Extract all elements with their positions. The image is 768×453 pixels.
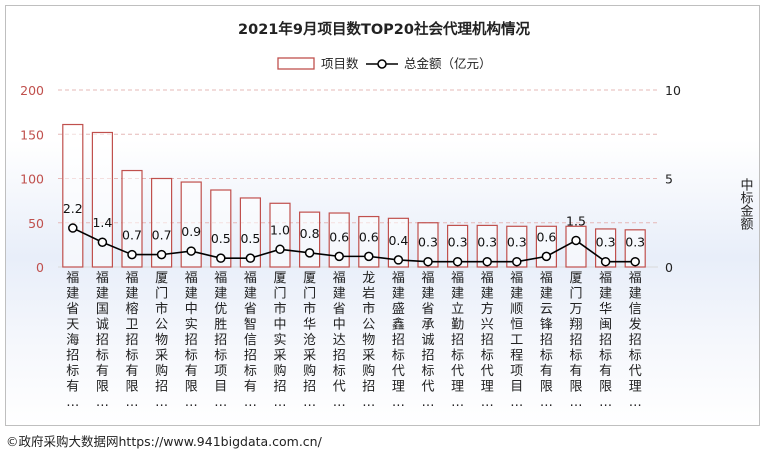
right-axis-title: 中标金额 <box>738 178 754 231</box>
data-label: 0.3 <box>625 235 645 250</box>
x-tick-label: 厦门万翔招标有限… <box>569 271 582 410</box>
data-label: 1.0 <box>270 222 290 237</box>
line-point <box>245 253 256 263</box>
bar <box>121 169 143 268</box>
bar <box>565 225 587 268</box>
bar-series <box>62 123 646 268</box>
line-point <box>630 256 640 267</box>
data-label: 0.3 <box>448 235 468 250</box>
bar <box>506 225 528 268</box>
bar <box>387 217 409 268</box>
left-axis-tick-label: 100 <box>20 172 44 187</box>
line-point <box>452 256 463 267</box>
bar <box>447 224 469 268</box>
line-point <box>186 246 196 256</box>
line-series: 2.2 1.4 0.7 0.7 0.9 0.5 0.5 1.0 0.8 0.6 0.6 0.4 0.3 0… <box>63 201 645 267</box>
line-point <box>216 253 226 263</box>
data-label: 0.9 <box>181 224 201 239</box>
line-point <box>482 256 492 267</box>
line-point <box>393 255 404 265</box>
x-axis-labels: 福建省天海招标有… 福建国诚招标有限… 福建榕卫招标有限… 厦门市公物采购招… 福建中实… <box>66 271 641 410</box>
data-label: 0.6 <box>329 229 349 244</box>
series-line <box>72 227 636 263</box>
line-point <box>334 251 344 262</box>
bar <box>91 131 114 268</box>
left-axis-tick-label: 200 <box>20 83 44 98</box>
x-tick-label: 福建省天海招标有… <box>66 271 79 410</box>
x-tick-label: 福建盛鑫招标代理… <box>392 271 405 410</box>
data-label: 0.3 <box>596 235 616 250</box>
data-label: 0.7 <box>152 228 172 243</box>
bar <box>417 222 439 268</box>
legend: 项目数 总金额（亿元） <box>277 56 492 71</box>
x-tick-label: 福建云锋招标有限… <box>540 271 553 410</box>
legend-bar-label: 项目数 <box>321 56 359 71</box>
line-point <box>304 248 315 258</box>
bar <box>239 197 261 268</box>
left-axis-tick-label: 50 <box>28 216 44 231</box>
data-label: 0.5 <box>240 231 260 246</box>
line-point <box>571 235 581 246</box>
x-tick-label: 福建立勤招标代理… <box>451 271 464 410</box>
data-label: 0.6 <box>536 229 556 244</box>
bar <box>151 177 173 268</box>
data-label: 1.4 <box>92 215 112 230</box>
footer-credit: ©政府采购大数据网https://www.941bigdata.com.cn/ <box>6 434 322 449</box>
data-label: 0.5 <box>211 231 231 246</box>
line-point <box>97 237 108 247</box>
line-point <box>156 249 167 260</box>
x-tick-label: 福建华闽招标有限… <box>599 271 612 410</box>
x-tick-label: 福建省中达招标代… <box>333 271 346 410</box>
data-label: 0.3 <box>418 235 438 250</box>
line-point <box>512 256 522 267</box>
x-tick-label: 福建方兴招标代理… <box>481 271 494 410</box>
data-label: 0.4 <box>388 233 408 248</box>
data-label: 0.7 <box>122 228 142 243</box>
bar <box>624 229 646 268</box>
chart-title: 2021年9月项目数TOP20社会代理机构情况 <box>238 20 530 38</box>
x-tick-label: 厦门市华沧采购招… <box>303 271 316 410</box>
line-point <box>364 251 374 262</box>
left-axis-tick-label: 0 <box>36 260 44 275</box>
data-label: 0.3 <box>507 235 527 250</box>
x-tick-label: 福建顺恒工程项目… <box>510 271 523 410</box>
line-point <box>423 256 433 267</box>
line-point <box>541 251 552 262</box>
x-tick-label: 福建优胜招标项目… <box>214 271 227 410</box>
bar <box>210 189 232 268</box>
legend-line-label: 总金额（亿元） <box>404 56 492 71</box>
x-tick-label: 福建信发招标代理… <box>629 271 642 410</box>
x-tick-label: 福建榕卫招标有限… <box>125 271 138 410</box>
x-tick-label: 福建中实招标有限… <box>185 271 198 410</box>
bar <box>358 215 380 268</box>
data-label: 1.5 <box>566 213 586 228</box>
legend-line-marker <box>377 59 387 69</box>
bar <box>328 212 350 268</box>
bar <box>62 123 84 268</box>
right-axis-tick-label: 0 <box>665 260 673 275</box>
line-point <box>127 249 137 260</box>
left-axis: 0 50 100 150 200 <box>20 83 44 275</box>
x-tick-label: 福建国诚招标有限… <box>96 271 109 410</box>
line-point <box>68 223 78 233</box>
x-tick-label: 厦门市公物采购招… <box>155 271 168 410</box>
right-axis-tick-label: 10 <box>665 83 681 98</box>
left-axis-tick-label: 150 <box>20 127 44 142</box>
data-label: 0.8 <box>300 226 320 241</box>
bar <box>180 181 202 268</box>
line-point <box>600 256 611 267</box>
right-axis-tick-label: 5 <box>665 172 673 187</box>
legend-bar-swatch <box>277 57 315 70</box>
x-tick-label: 厦门市中实采购招… <box>273 271 286 410</box>
x-tick-label: 福建省智信招标有… <box>244 271 257 410</box>
x-tick-label: 福建省承诚招标代… <box>421 271 434 410</box>
data-label: 0.6 <box>359 229 379 244</box>
bar <box>476 224 498 268</box>
data-label: 2.2 <box>63 201 83 216</box>
x-tick-label: 龙岩市公物采购招… <box>362 271 375 410</box>
right-axis: 0 5 10 <box>665 83 681 275</box>
data-label: 0.3 <box>477 235 497 250</box>
line-point <box>275 244 285 255</box>
